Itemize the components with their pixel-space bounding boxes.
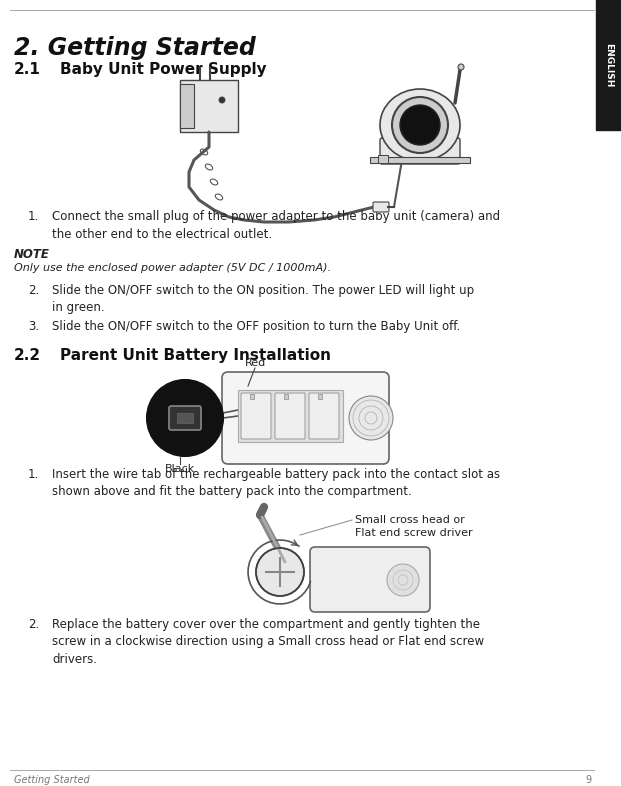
Text: Black: Black bbox=[165, 464, 195, 474]
Text: Small cross head or
Flat end screw driver: Small cross head or Flat end screw drive… bbox=[355, 515, 473, 538]
Circle shape bbox=[219, 97, 225, 103]
Text: Insert the wire tab of the rechargeable battery pack into the contact slot as
sh: Insert the wire tab of the rechargeable … bbox=[52, 468, 500, 498]
FancyBboxPatch shape bbox=[241, 393, 271, 439]
Text: 2.1: 2.1 bbox=[14, 62, 41, 77]
FancyBboxPatch shape bbox=[309, 393, 339, 439]
Circle shape bbox=[458, 64, 464, 70]
Text: ENGLISH: ENGLISH bbox=[604, 42, 613, 87]
Text: NOTE: NOTE bbox=[14, 248, 50, 261]
Bar bbox=[180, 84, 194, 128]
Bar bbox=[596, 0, 621, 130]
Bar bbox=[378, 155, 388, 163]
Circle shape bbox=[392, 97, 448, 153]
Bar bbox=[284, 394, 288, 399]
Circle shape bbox=[387, 564, 419, 596]
Text: Replace the battery cover over the compartment and gently tighten the
screw in a: Replace the battery cover over the compa… bbox=[52, 618, 484, 666]
Bar bbox=[318, 394, 322, 399]
Text: 1.: 1. bbox=[28, 210, 39, 223]
Bar bbox=[238, 390, 343, 442]
Text: Parent Unit Battery Installation: Parent Unit Battery Installation bbox=[60, 348, 331, 363]
Text: Getting Started: Getting Started bbox=[14, 775, 90, 785]
Bar bbox=[250, 394, 254, 399]
Bar bbox=[177, 413, 193, 423]
Text: 2.: 2. bbox=[28, 618, 39, 631]
Circle shape bbox=[256, 548, 304, 596]
Text: Connect the small plug of the power adapter to the baby unit (camera) and
the ot: Connect the small plug of the power adap… bbox=[52, 210, 500, 241]
Text: 2.2: 2.2 bbox=[14, 348, 41, 363]
FancyBboxPatch shape bbox=[380, 138, 460, 164]
Text: Only use the enclosed power adapter (5V DC / 1000mA).: Only use the enclosed power adapter (5V … bbox=[14, 263, 331, 273]
FancyBboxPatch shape bbox=[180, 80, 238, 132]
Text: Slide the ON/OFF switch to the OFF position to turn the Baby Unit off.: Slide the ON/OFF switch to the OFF posit… bbox=[52, 320, 460, 333]
Bar bbox=[370, 157, 470, 163]
FancyBboxPatch shape bbox=[310, 547, 430, 612]
FancyBboxPatch shape bbox=[169, 406, 201, 430]
Circle shape bbox=[400, 105, 440, 145]
Text: 2. Getting Started: 2. Getting Started bbox=[14, 36, 256, 60]
Text: 2.: 2. bbox=[28, 284, 39, 297]
Text: 1.: 1. bbox=[28, 468, 39, 481]
Text: Baby Unit Power Supply: Baby Unit Power Supply bbox=[60, 62, 266, 77]
Circle shape bbox=[349, 396, 393, 440]
Text: Slide the ON/OFF switch to the ON position. The power LED will light up
in green: Slide the ON/OFF switch to the ON positi… bbox=[52, 284, 474, 314]
FancyBboxPatch shape bbox=[222, 372, 389, 464]
Text: 3.: 3. bbox=[28, 320, 39, 333]
Circle shape bbox=[147, 380, 223, 456]
FancyBboxPatch shape bbox=[373, 202, 389, 212]
Text: Red: Red bbox=[245, 358, 266, 368]
Ellipse shape bbox=[380, 89, 460, 161]
FancyBboxPatch shape bbox=[275, 393, 305, 439]
Text: 9: 9 bbox=[585, 775, 591, 785]
